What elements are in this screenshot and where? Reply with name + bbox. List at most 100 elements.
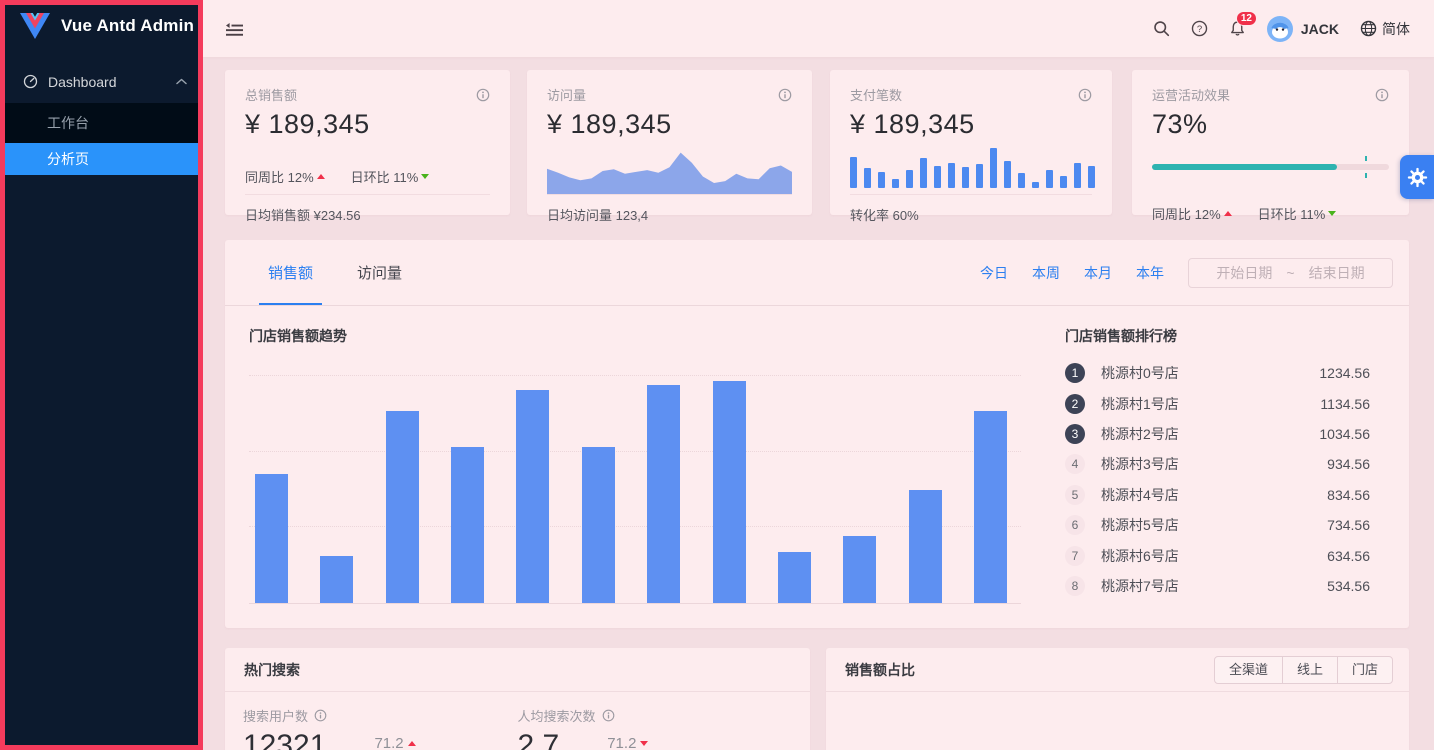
store-value: 634.56 <box>1327 547 1370 564</box>
rank-badge: 8 <box>1065 575 1085 596</box>
info-circle-icon[interactable] <box>314 709 327 722</box>
rank-badge: 3 <box>1065 423 1085 444</box>
chevron-up-icon <box>176 78 187 85</box>
globe-icon <box>1360 20 1377 37</box>
bar <box>843 536 877 603</box>
payments-bars <box>850 148 1095 188</box>
list-item: 8 桃源村7号店 534.56 <box>1065 571 1370 601</box>
caret-down-icon <box>421 174 430 179</box>
rank-badge: 7 <box>1065 545 1085 566</box>
bar <box>647 385 681 603</box>
stat-card-title: 支付笔数 <box>850 88 903 103</box>
sidebar-item-label: 工作台 <box>47 115 89 131</box>
caret-up-icon <box>316 174 325 179</box>
bar <box>451 447 485 603</box>
trend-number: 71.2 <box>607 735 637 750</box>
stat-card-value: 73% <box>1152 109 1208 139</box>
list-item: 5 桃源村4号店 834.56 <box>1065 480 1370 510</box>
store-value: 1034.56 <box>1319 425 1370 442</box>
search-users-stat: 搜索用户数 12321 71.2 <box>243 706 518 750</box>
app-title: Vue Antd Admin <box>61 16 195 35</box>
hot-search-card: 热门搜索 搜索用户数 12321 71.2 人均搜索次数 <box>225 648 810 750</box>
filter-stores-button[interactable]: 门店 <box>1336 655 1393 684</box>
sidebar-item-dashboard[interactable]: Dashboard <box>0 60 203 103</box>
bar <box>948 163 955 188</box>
settings-button[interactable] <box>1400 155 1434 199</box>
date-range-picker[interactable]: 开始日期 ~ 结束日期 <box>1188 258 1393 288</box>
menu-fold-icon[interactable] <box>225 20 244 37</box>
store-ranking-section: 门店销售额排行榜 1 桃源村0号店 1234.56 2 桃源村1号店 1134.56 3… <box>1065 326 1370 604</box>
gridline <box>249 526 1021 527</box>
store-trend-section: 门店销售额趋势 <box>249 326 1021 604</box>
card-title: 销售额占比 <box>845 661 915 678</box>
logo[interactable]: Vue Antd Admin <box>0 0 203 52</box>
range-today[interactable]: 今日 <box>980 265 1008 281</box>
rank-badge: 5 <box>1065 484 1085 505</box>
stat-card-footer: 日均访问量 123,4 <box>547 207 649 223</box>
info-circle-icon[interactable] <box>1375 88 1389 102</box>
store-value: 1234.56 <box>1319 365 1370 382</box>
store-name: 桃源村1号店 <box>1101 395 1179 412</box>
store-name: 桃源村5号店 <box>1101 517 1179 534</box>
bar <box>878 172 885 188</box>
store-name: 桃源村4号店 <box>1101 486 1179 503</box>
trend-text: 同周比 12% <box>1152 206 1221 222</box>
chart-title: 门店销售额趋势 <box>249 328 347 344</box>
info-circle-icon[interactable] <box>476 88 490 102</box>
svg-text:?: ? <box>1197 24 1202 35</box>
operation-progress[interactable] <box>1152 156 1389 178</box>
tab-label: 访问量 <box>357 265 403 282</box>
stat-label: 人均搜索次数 <box>517 709 596 724</box>
range-week[interactable]: 本周 <box>1032 265 1060 281</box>
progress-mark-tick <box>1365 173 1368 178</box>
stat-card-value: ¥ 189,345 <box>547 109 672 139</box>
bar <box>892 179 899 188</box>
sidebar-item-workbench[interactable]: 工作台 <box>0 103 203 143</box>
caret-up-icon <box>1223 210 1232 216</box>
bar <box>516 390 550 603</box>
stat-trend: 71.2 <box>607 735 649 750</box>
bell-icon[interactable]: 12 <box>1229 11 1257 37</box>
username: JACK <box>1300 20 1339 37</box>
bar <box>973 411 1007 603</box>
sales-tabbar: 销售额 访问量 今日 本周 本月 本年 开始日期 ~ 结束日期 <box>225 240 1409 306</box>
header: ? 12 JACK <box>203 0 1434 57</box>
sidebar: Vue Antd Admin Dashboard 工作台 分析页 <box>0 0 203 750</box>
stat-card-operation: 运营活动效果 73% 同周比 12% 日环比 11% <box>1132 70 1409 222</box>
visits-area-chart <box>547 152 792 194</box>
info-circle-icon[interactable] <box>1078 88 1092 102</box>
bar <box>1060 176 1067 188</box>
question-circle-icon[interactable]: ? <box>1191 20 1208 37</box>
bar <box>385 411 419 603</box>
filter-online-button[interactable]: 线上 <box>1281 655 1338 684</box>
info-circle-icon[interactable] <box>602 709 615 722</box>
bar <box>777 552 811 603</box>
bar <box>1046 170 1053 188</box>
tab-sales[interactable]: 销售额 <box>259 240 323 305</box>
language-switcher[interactable]: 简体 <box>1360 19 1410 39</box>
list-item: 6 桃源村5号店 734.56 <box>1065 510 1370 540</box>
date-separator: ~ <box>1286 265 1295 281</box>
ranking-list: 1 桃源村0号店 1234.56 2 桃源村1号店 1134.56 3 桃源村2号店 103… <box>1065 358 1370 601</box>
filter-all-channels-button[interactable]: 全渠道 <box>1213 655 1283 684</box>
list-item: 2 桃源村1号店 1134.56 <box>1065 388 1370 418</box>
search-icon[interactable] <box>1153 20 1170 37</box>
user-menu[interactable]: JACK <box>1266 15 1339 42</box>
stat-card-title: 运营活动效果 <box>1152 88 1231 103</box>
gear-icon <box>1407 167 1428 188</box>
sidebar-item-analysis[interactable]: 分析页 <box>0 143 203 175</box>
range-month[interactable]: 本月 <box>1084 265 1112 281</box>
stat-card-visits: 访问量 ¥ 189,345 日均访问量 123,4 <box>527 70 812 223</box>
store-value: 734.56 <box>1327 517 1370 534</box>
list-item: 4 桃源村3号店 934.56 <box>1065 449 1370 479</box>
tab-visits[interactable]: 访问量 <box>348 240 411 305</box>
bar <box>1032 182 1039 188</box>
sales-panel: 销售额 访问量 今日 本周 本月 本年 开始日期 ~ 结束日期 门店销售额趋势 … <box>225 240 1409 628</box>
trend-day: 日环比 11% <box>351 167 430 186</box>
stat-value: 12321 <box>243 729 327 750</box>
stat-card-footer: 转化率 60% <box>850 207 919 223</box>
range-year[interactable]: 本年 <box>1136 265 1164 281</box>
caret-down-icon <box>1328 210 1337 216</box>
info-circle-icon[interactable] <box>778 88 792 102</box>
rank-badge: 2 <box>1065 393 1085 414</box>
